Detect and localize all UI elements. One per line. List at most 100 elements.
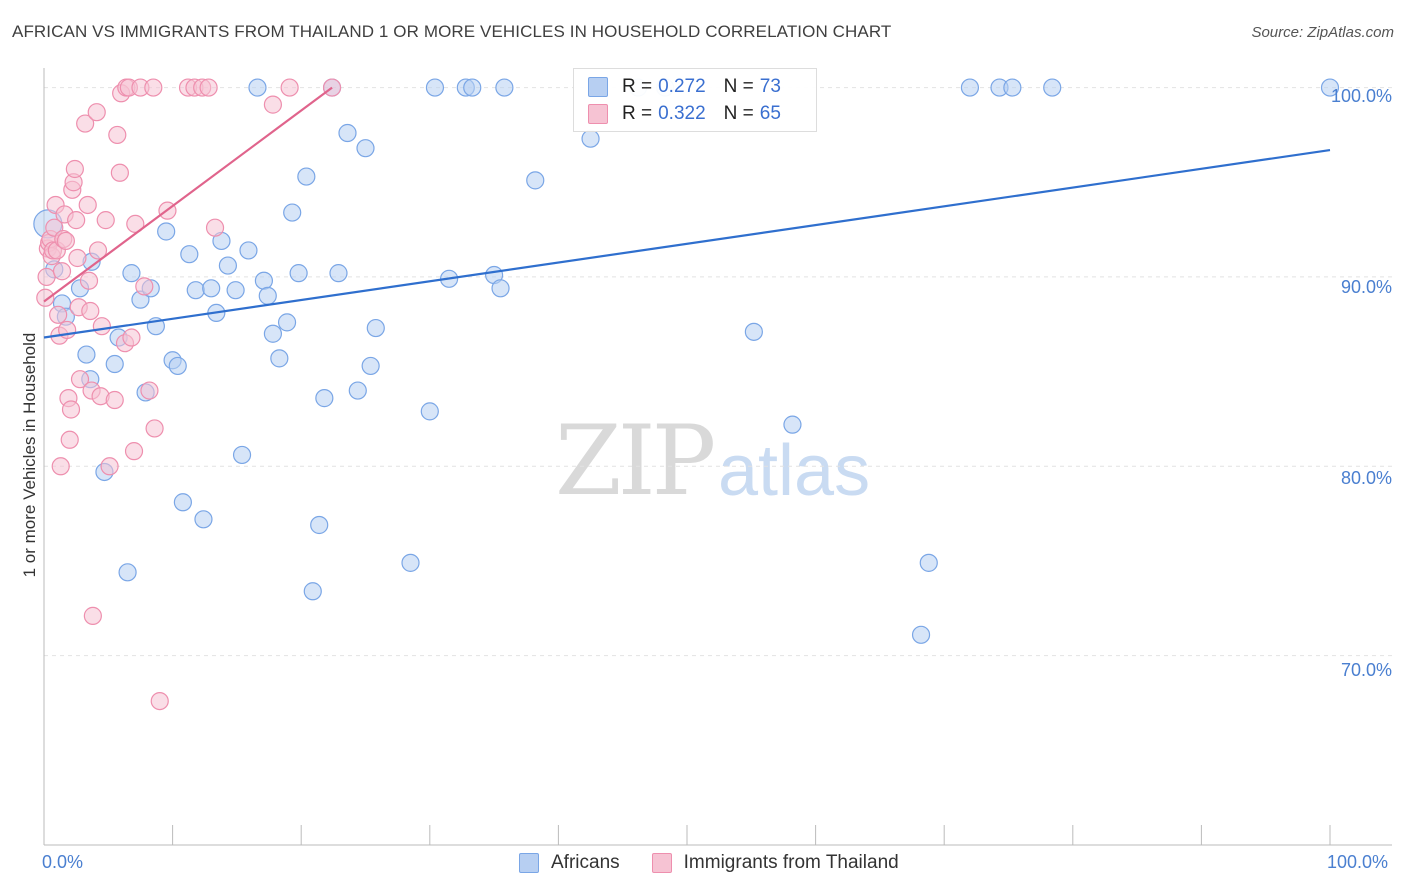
africans-point: [283, 203, 302, 222]
africans-point: [289, 264, 308, 283]
thailand-point: [122, 328, 141, 347]
thailand-point: [96, 211, 115, 230]
thailand-point: [56, 231, 75, 251]
series-legend: Africans Immigrants from Thailand: [519, 852, 899, 874]
legend-n-value: 65: [759, 103, 781, 124]
africans-point: [744, 322, 763, 341]
y-tick-label: 90.0%: [1340, 277, 1392, 297]
africans-point: [277, 313, 297, 332]
africans-point: [1320, 78, 1340, 97]
thailand-trend-line: [43, 86, 333, 303]
thailand-point: [124, 442, 144, 461]
thailand-point: [68, 248, 87, 268]
africans-point: [254, 271, 274, 290]
legend-swatch-africans: [519, 853, 539, 873]
thailand-point: [87, 103, 106, 122]
legend-r-value: 0.322: [658, 103, 706, 124]
watermark-atlas: atlas: [718, 431, 871, 511]
thailand-point: [140, 381, 159, 400]
africans-point: [425, 78, 445, 97]
thailand-point: [280, 78, 299, 97]
y-tick-label: 80.0%: [1340, 468, 1392, 488]
africans-point: [356, 139, 375, 158]
africans-point: [232, 445, 252, 465]
thailand-point: [70, 370, 90, 389]
thailand-point: [110, 163, 129, 182]
africans-point: [194, 510, 213, 529]
africans-point: [173, 493, 192, 512]
thailand-point: [60, 430, 79, 449]
watermark-zip: ZIP: [555, 405, 716, 517]
africans-point: [1003, 78, 1022, 97]
chart-title: AFRICAN VS IMMIGRANTS FROM THAILAND 1 OR…: [12, 22, 892, 41]
africans-point: [329, 264, 348, 283]
thailand-point: [83, 606, 102, 625]
thailand-point: [78, 195, 97, 215]
thailand-point: [49, 305, 68, 324]
africans-point: [303, 582, 322, 601]
thailand-point: [108, 125, 127, 145]
africans-point: [118, 563, 137, 582]
africans-point: [202, 279, 221, 298]
legend-r-label: R =: [622, 76, 653, 97]
thailand-point: [150, 691, 169, 711]
africans-point: [77, 345, 96, 364]
africans-point: [495, 78, 514, 97]
thailand-point: [79, 271, 99, 290]
africans-point: [297, 167, 316, 186]
africans-point: [168, 356, 187, 376]
legend-swatch-pink: [588, 104, 608, 124]
africans-point: [315, 389, 334, 408]
thailand-point: [92, 317, 111, 336]
thailand-point: [205, 218, 225, 237]
africans-point: [186, 281, 205, 300]
thailand-point: [145, 419, 164, 438]
africans-point: [420, 402, 439, 421]
thailand-point: [263, 95, 283, 114]
africans-point: [911, 625, 931, 644]
x-tick-label: 100.0%: [1327, 852, 1389, 872]
africans-point: [310, 515, 329, 535]
africans-point: [348, 381, 367, 400]
africans-point: [919, 553, 938, 572]
thailand-point: [52, 262, 72, 281]
thailand-point: [67, 211, 86, 230]
africans-point: [218, 256, 237, 275]
africans-point: [526, 171, 545, 190]
africans-point: [263, 324, 283, 343]
legend-n-label: N =: [723, 103, 754, 124]
correlation-legend: R = 0.272 N = 73 R = 0.322 N = 65: [573, 68, 817, 132]
thailand-point: [61, 400, 81, 419]
x-tick-label: 0.0%: [42, 852, 84, 872]
africans-point: [239, 241, 258, 260]
thailand-point: [144, 78, 163, 97]
africans-point: [180, 245, 199, 264]
legend-row-thailand: R = 0.322 N = 65: [588, 102, 799, 126]
thailand-point: [65, 159, 84, 179]
africans-point: [581, 129, 600, 148]
legend-swatch-thailand: [651, 853, 672, 873]
thailand-point: [199, 78, 218, 97]
thailand-point: [135, 277, 154, 296]
africans-trend-line: [43, 148, 1331, 339]
source-label: Source: ZipAtlas.com: [1251, 24, 1394, 41]
thailand-point: [100, 457, 119, 476]
africans-point: [783, 415, 802, 434]
y-tick-label: 100.0%: [1330, 86, 1392, 106]
legend-r-value: 0.272: [658, 76, 706, 97]
thailand-point: [81, 301, 100, 321]
legend-label-africans: Africans: [551, 852, 620, 873]
legend-row-africans: R = 0.272 N = 73: [588, 75, 799, 99]
africans-point: [361, 356, 380, 376]
legend-n-label: N =: [723, 76, 754, 97]
legend-n-value: 73: [759, 76, 781, 97]
africans-point: [1043, 78, 1062, 97]
thailand-point: [105, 390, 124, 410]
africans-point: [463, 78, 482, 97]
africans-point: [258, 286, 277, 305]
thailand-point: [36, 288, 55, 307]
africans-point: [960, 78, 980, 97]
thailand-point: [76, 114, 95, 133]
africans-point: [248, 78, 267, 97]
